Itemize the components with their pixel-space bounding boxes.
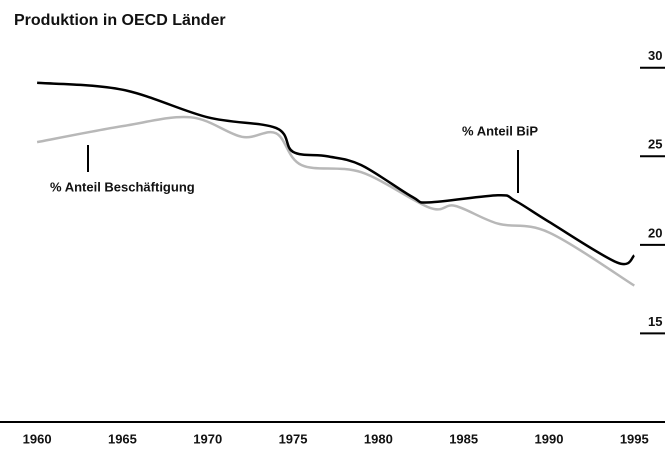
series-label: % Anteil Beschäftigung <box>50 179 195 194</box>
x-tick-label: 1965 <box>108 431 137 446</box>
y-tick-label: 30 <box>648 48 662 63</box>
x-tick-label: 1970 <box>193 431 222 446</box>
x-tick-label: 1985 <box>449 431 478 446</box>
y-tick-label: 15 <box>648 314 662 329</box>
x-tick-label: 1960 <box>23 431 52 446</box>
line-series <box>37 81 636 266</box>
x-tick-label: 1980 <box>364 431 393 446</box>
y-tick-label: 25 <box>648 137 662 152</box>
y-tick-label: 20 <box>648 225 662 240</box>
x-tick-label: 1975 <box>279 431 308 446</box>
chart-title: Produktion in OECD Länder <box>14 12 226 29</box>
x-tick-label: 1995 <box>620 431 649 446</box>
line-series <box>36 115 635 287</box>
x-tick-label: 1990 <box>535 431 564 446</box>
series-label: % Anteil BiP <box>462 123 538 138</box>
